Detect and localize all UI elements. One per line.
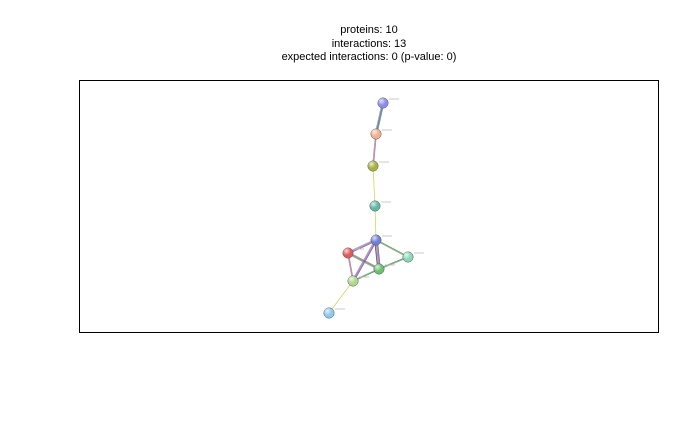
protein-node-n10[interactable]	[323, 307, 345, 319]
protein-node-n9[interactable]	[347, 275, 369, 287]
node-highlight	[402, 251, 414, 263]
node-highlight	[377, 97, 389, 109]
protein-node-n7[interactable]	[373, 263, 395, 275]
protein-node-n3[interactable]	[367, 160, 389, 172]
node-highlight	[323, 307, 335, 319]
edge-n9-n10	[328, 280, 354, 314]
node-highlight	[370, 234, 382, 246]
protein-node-n5[interactable]	[370, 234, 392, 246]
node-highlight	[373, 263, 385, 275]
protein-node-n6[interactable]	[342, 247, 364, 259]
edge-evidence-line	[374, 205, 377, 241]
edge-n6-n7	[347, 251, 380, 271]
edge-evidence-line	[347, 253, 379, 271]
node-highlight	[370, 128, 382, 140]
node-layer	[323, 97, 424, 319]
node-highlight	[342, 247, 354, 259]
network-frame	[79, 80, 659, 333]
edge-evidence-line	[328, 280, 354, 314]
edge-n3-n4	[372, 165, 376, 207]
protein-node-n4[interactable]	[369, 200, 391, 212]
protein-count: proteins: 10	[340, 24, 398, 36]
protein-node-n2[interactable]	[370, 128, 392, 140]
edge-evidence-line	[376, 239, 409, 257]
edge-evidence-line	[347, 252, 380, 270]
expected-interactions: expected interactions: 0 (p-value: 0)	[281, 51, 457, 63]
edge-evidence-line	[375, 240, 408, 258]
protein-node-n1[interactable]	[377, 97, 399, 109]
protein-node-n8[interactable]	[402, 251, 424, 263]
node-highlight	[367, 160, 379, 172]
summary-header: proteins: 10 interactions: 13 expected i…	[0, 24, 700, 65]
node-highlight	[347, 275, 359, 287]
edge-n4-n5	[374, 205, 377, 241]
interaction-count: interactions: 13	[331, 37, 407, 50]
edge-n5-n8	[375, 239, 409, 258]
node-highlight	[369, 200, 381, 212]
edge-evidence-line	[372, 165, 376, 207]
edge-layer	[328, 102, 409, 314]
edge-evidence-line	[348, 251, 380, 269]
